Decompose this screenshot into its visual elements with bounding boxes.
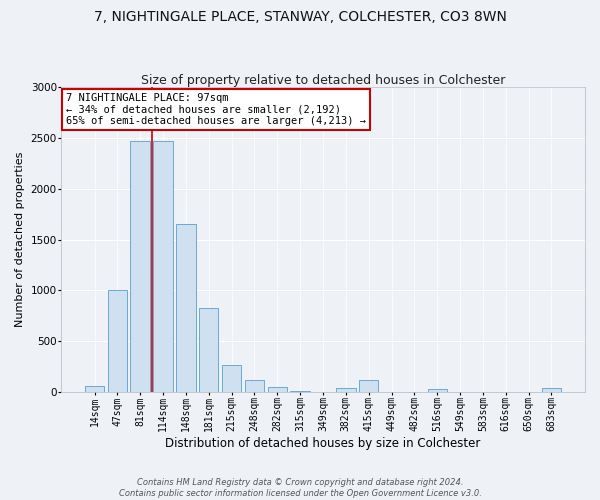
- Text: Contains HM Land Registry data © Crown copyright and database right 2024.
Contai: Contains HM Land Registry data © Crown c…: [119, 478, 481, 498]
- Bar: [268, 388, 287, 392]
- Y-axis label: Number of detached properties: Number of detached properties: [15, 152, 25, 327]
- Bar: [542, 388, 561, 392]
- Bar: [428, 390, 447, 392]
- Bar: [222, 364, 241, 392]
- Bar: [336, 388, 356, 392]
- Text: 7, NIGHTINGALE PLACE, STANWAY, COLCHESTER, CO3 8WN: 7, NIGHTINGALE PLACE, STANWAY, COLCHESTE…: [94, 10, 506, 24]
- Bar: [245, 380, 264, 392]
- X-axis label: Distribution of detached houses by size in Colchester: Distribution of detached houses by size …: [165, 437, 481, 450]
- Bar: [176, 224, 196, 392]
- Title: Size of property relative to detached houses in Colchester: Size of property relative to detached ho…: [141, 74, 505, 87]
- Bar: [290, 391, 310, 392]
- Text: 7 NIGHTINGALE PLACE: 97sqm
← 34% of detached houses are smaller (2,192)
65% of s: 7 NIGHTINGALE PLACE: 97sqm ← 34% of deta…: [66, 93, 366, 126]
- Bar: [85, 386, 104, 392]
- Bar: [154, 141, 173, 392]
- Bar: [130, 141, 150, 392]
- Bar: [359, 380, 379, 392]
- Bar: [107, 290, 127, 392]
- Bar: [199, 308, 218, 392]
